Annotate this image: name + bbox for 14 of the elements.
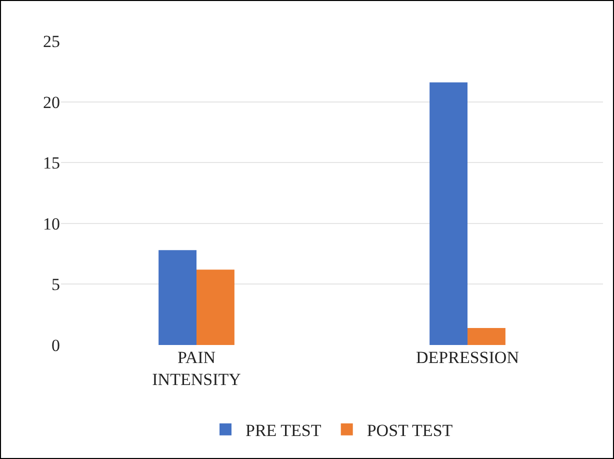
- legend-label: PRE TEST: [246, 421, 322, 440]
- y-tick-label: 0: [52, 336, 60, 355]
- y-tick-label: 5: [52, 275, 60, 294]
- bar: [468, 328, 506, 345]
- y-tick-label: 25: [43, 32, 60, 51]
- bar: [158, 250, 196, 345]
- y-tick-label: 10: [43, 214, 60, 234]
- legend-label: POST TEST: [366, 421, 454, 440]
- bar: [196, 270, 234, 345]
- y-tick-label: 15: [43, 154, 60, 173]
- x-tick-label: PAIN INTENSITY: [152, 348, 241, 390]
- y-tick-label: 20: [43, 92, 60, 112]
- x-tick-label: DEPRESSION: [416, 348, 519, 367]
- bar: [430, 82, 468, 345]
